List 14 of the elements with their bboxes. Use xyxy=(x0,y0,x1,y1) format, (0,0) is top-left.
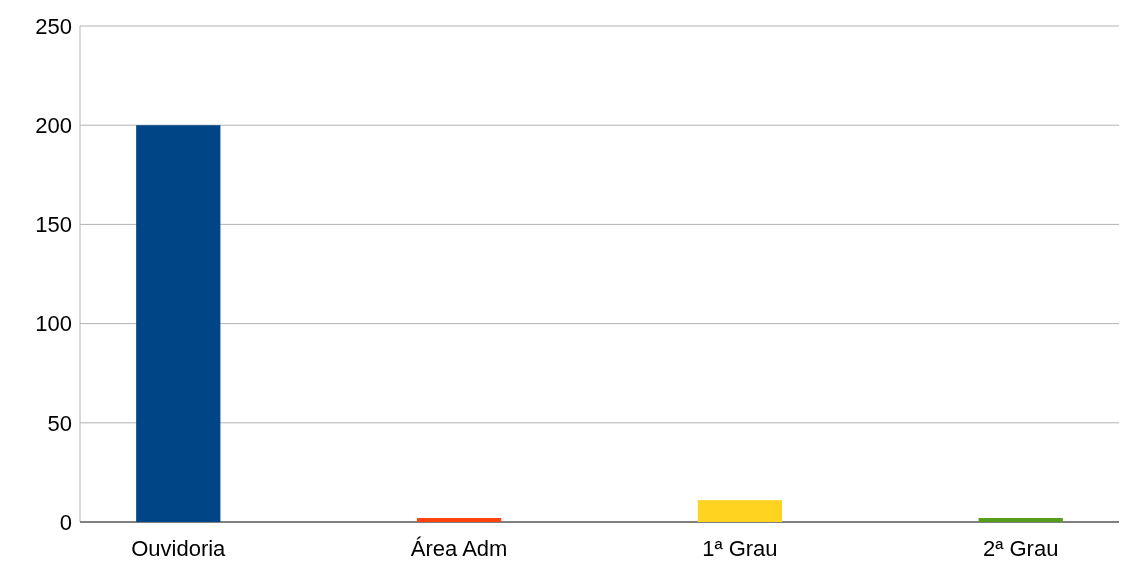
x-tick-label: 2ª Grau xyxy=(983,536,1059,561)
bar xyxy=(136,125,221,522)
y-tick-label: 150 xyxy=(35,212,72,238)
y-tick-label: 100 xyxy=(35,311,72,337)
x-tick-label: Área Adm xyxy=(410,536,508,561)
y-tick-label: 50 xyxy=(47,410,72,436)
bar xyxy=(978,518,1063,522)
bar xyxy=(697,500,783,522)
x-tick-label: Ouvidoria xyxy=(131,536,227,561)
y-tick-label: 0 xyxy=(59,509,72,535)
y-tick-label: 200 xyxy=(35,112,72,138)
bar xyxy=(416,518,502,522)
x-tick-label: 1ª Grau xyxy=(702,536,778,561)
y-tick-label: 250 xyxy=(35,13,72,39)
